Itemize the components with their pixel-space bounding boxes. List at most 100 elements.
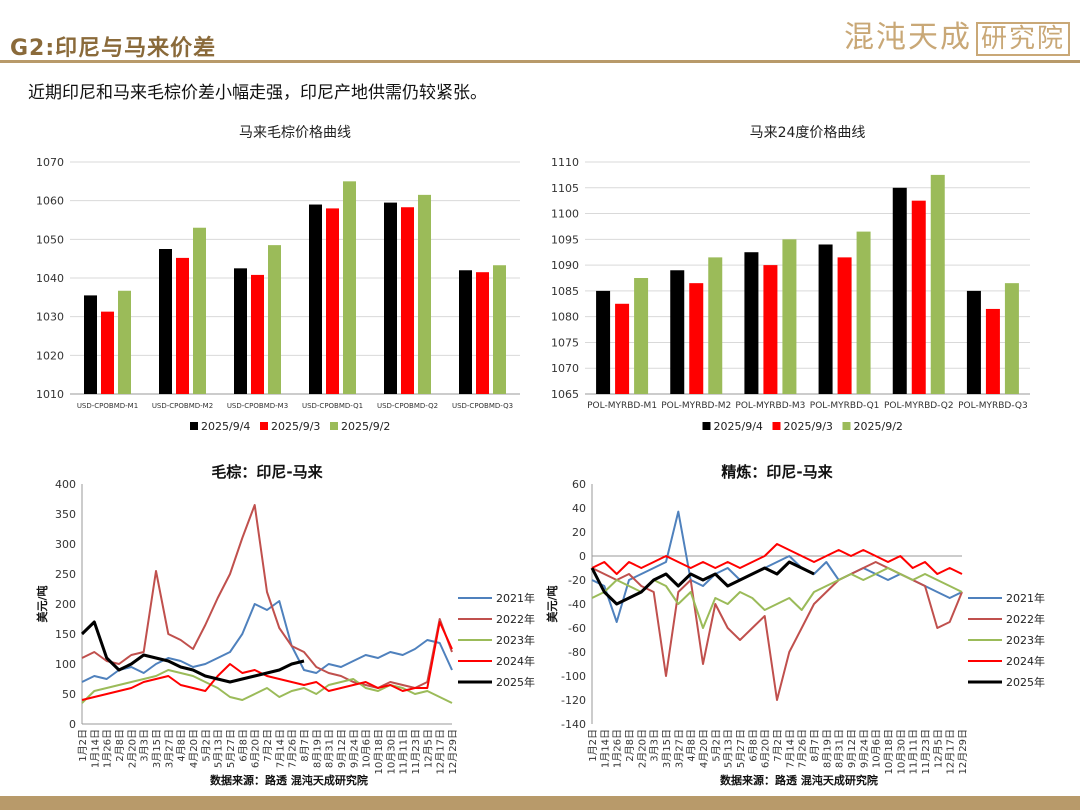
bar [596,290,611,394]
bar [966,290,981,394]
bar [193,227,206,394]
x-tick-label: POL-MYRBD-Q3 [958,401,1028,411]
x-tick-label: 12月29日 [447,729,459,774]
line-chart-crude-spread: 毛棕：印尼-马来 0 50 100 150 200 250 300 350 400 美元/吨 1月2日… [30,458,540,793]
legend-label: 2023年 [496,633,535,647]
y-tick-label: 350 [55,508,76,521]
x-tick-label: 10月18日 [373,729,385,774]
x-tick-label: 3月27日 [163,729,175,768]
y-tick-label: 1090 [551,259,579,272]
logo: 混沌天成 研究院 [844,12,1071,56]
legend-swatch [702,422,711,430]
chart-title: 精炼：印尼-马来 [721,463,833,481]
bar [985,308,1000,394]
y-tick-label: 0 [579,550,586,563]
legend-label: 2023年 [1006,633,1045,647]
bar [84,295,97,394]
bar [251,274,264,394]
bar [744,252,759,394]
series-line [80,620,305,684]
x-tick-label: 12月17日 [945,729,957,774]
y-tick-label: -120 [561,694,586,707]
y-tick-label: 1020 [36,349,64,362]
x-tick-label: 6月20日 [250,729,262,768]
header-divider [0,60,1080,63]
x-tick-label: 11月11日 [398,729,410,774]
bar [634,278,649,394]
x-tick-label: 7月26日 [287,729,299,768]
y-tick-label: 50 [62,688,76,701]
x-tick-label: 1月26日 [612,729,624,768]
legend-swatch [772,422,781,430]
x-tick-label: 10月30日 [385,729,397,774]
x-tick-label: 10月6日 [871,729,883,768]
y-tick-label: 1075 [551,336,579,349]
bar [856,231,871,394]
y-tick-label: 150 [55,628,76,641]
x-tick-label: 12月5日 [932,729,944,768]
y-tick-label: 1010 [36,388,64,401]
series-line [590,560,815,606]
x-tick-label: 10月6日 [361,729,373,768]
y-tick-label: 1060 [36,195,64,208]
bar [176,257,189,394]
x-tick-label: 4月8日 [176,729,188,762]
x-tick-label: 3月3日 [139,729,151,762]
legend-swatch [330,422,338,430]
x-tick-label: 11月23日 [920,729,932,774]
legend-label: 2025/9/2 [341,420,390,433]
y-tick-label: 100 [55,658,76,671]
x-tick-label: 1月14日 [599,729,611,768]
bar [384,202,397,394]
y-axis-label: 美元/吨 [35,585,49,622]
legend-label: 2022年 [496,612,535,626]
bar [708,257,723,394]
x-tick-label: 11月23日 [410,729,422,774]
y-axis-label: 美元/吨 [545,585,559,622]
source-note: 数据来源：路透 混沌天成研究院 [720,773,878,787]
y-tick-label: 1080 [551,311,579,324]
x-tick-label: 9月24日 [348,729,360,768]
series-line [591,543,963,575]
bar [892,187,907,394]
x-tick-label: 1月26日 [102,729,114,768]
y-tick-label: 1070 [36,156,64,169]
x-tick-label: 12月5日 [422,729,434,768]
y-tick-label: -20 [568,574,586,587]
y-tick-label: 1030 [36,311,64,324]
x-tick-label: 8月19日 [821,729,833,768]
x-tick-label: 10月30日 [895,729,907,774]
x-tick-label: 3月3日 [649,729,661,762]
y-tick-label: 1095 [551,233,579,246]
bar [476,272,489,394]
x-tick-label: 3月15日 [151,729,163,768]
bar [401,207,414,394]
x-tick-label: 8月19日 [311,729,323,768]
bar [459,270,472,394]
bar [493,265,506,394]
x-tick-label: 8月31日 [834,729,846,768]
x-tick-label: 3月27日 [673,729,685,768]
y-tick-label: -40 [568,598,586,611]
legend-label: 2022年 [1006,612,1045,626]
chart-svg: 马来毛棕价格曲线 1010 1020 1030 1040 1050 1060 1070 USD-… [36,125,520,433]
legend-label: 2025/9/3 [271,420,320,433]
bar [818,244,833,394]
bar [911,200,926,394]
y-tick-label: 1085 [551,285,579,298]
legend-label: 2025/9/2 [854,420,903,433]
x-tick-label: 2月8日 [114,729,126,762]
x-tick-label: 4月20日 [698,729,710,768]
y-tick-label: 1065 [551,388,579,401]
y-tick-label: -60 [568,622,586,635]
footer-bar [0,796,1080,810]
x-tick-label: POL-MYRBD-M1 [587,401,657,411]
bar [837,257,852,394]
x-tick-label: 8月31日 [324,729,336,768]
series-line [591,567,963,629]
x-tick-label: 1月14日 [89,729,101,768]
x-tick-label: 5月27日 [225,729,237,768]
x-tick-label: 6月8日 [237,729,249,762]
series-line [591,561,963,701]
y-tick-label: -100 [561,670,586,683]
